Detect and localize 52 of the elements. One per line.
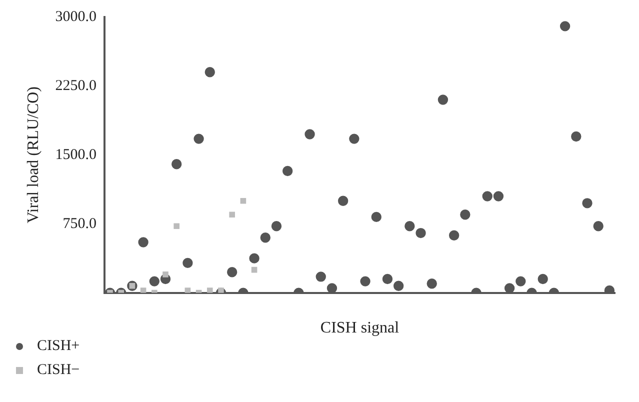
point	[206, 288, 213, 293]
point	[304, 129, 315, 140]
y-tick-label: 2250.0	[55, 78, 96, 94]
point	[582, 198, 592, 208]
point	[149, 276, 160, 286]
point	[482, 191, 492, 202]
point	[171, 158, 182, 170]
point	[382, 274, 393, 284]
point	[438, 94, 448, 105]
point	[571, 131, 582, 142]
point	[182, 258, 193, 268]
point	[393, 280, 404, 292]
point	[226, 267, 238, 278]
point	[240, 198, 246, 204]
point	[194, 134, 204, 144]
point	[448, 230, 460, 240]
point	[249, 253, 260, 264]
point	[593, 221, 604, 232]
point	[138, 237, 148, 248]
point	[360, 276, 370, 286]
point	[538, 274, 548, 284]
point	[204, 67, 215, 78]
point	[349, 134, 360, 144]
point	[404, 221, 415, 232]
point	[371, 212, 382, 222]
point	[174, 223, 180, 230]
point	[516, 276, 526, 286]
y-tick-label: 750.0	[62, 216, 96, 232]
point	[251, 266, 258, 273]
legend-label: CISH+	[37, 338, 80, 354]
point	[282, 166, 293, 176]
legend-label: CISH−	[37, 362, 80, 378]
point	[326, 283, 338, 293]
point	[271, 221, 282, 232]
point	[229, 212, 235, 218]
point	[504, 283, 515, 293]
point	[218, 288, 224, 293]
point	[140, 288, 146, 293]
point	[493, 191, 504, 202]
point	[426, 278, 437, 289]
y-tick-label: 1500.0	[55, 146, 96, 163]
point	[338, 196, 348, 206]
point	[460, 210, 470, 220]
point	[316, 272, 326, 282]
point	[560, 21, 570, 32]
y-axis-title: Viral load (RLU/CO)	[24, 86, 42, 224]
point	[260, 232, 270, 243]
x-axis-title: CISH signal	[320, 320, 400, 337]
y-tick-label: 3000.0	[55, 8, 96, 25]
point	[416, 228, 426, 238]
point	[162, 272, 168, 278]
point	[184, 288, 191, 293]
